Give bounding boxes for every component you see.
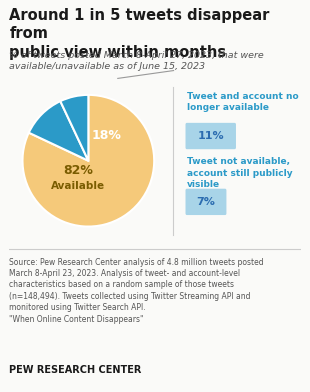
Text: Tweet and account no
longer available: Tweet and account no longer available (187, 92, 299, 112)
Text: Tweet not available,
account still publicly
visible: Tweet not available, account still publi… (187, 158, 293, 189)
FancyBboxPatch shape (185, 189, 226, 215)
Wedge shape (29, 101, 88, 161)
Text: 18%: 18% (92, 129, 122, 142)
Text: % of tweets posted March 8-April 27, 2023, that were
available/unavailable as of: % of tweets posted March 8-April 27, 202… (9, 51, 264, 71)
FancyBboxPatch shape (185, 123, 236, 149)
Text: 82%: 82% (64, 164, 93, 177)
Text: PEW RESEARCH CENTER: PEW RESEARCH CENTER (9, 365, 142, 376)
Text: Around 1 in 5 tweets disappear from
public view within months: Around 1 in 5 tweets disappear from publ… (9, 8, 270, 60)
Text: 11%: 11% (197, 131, 224, 141)
Wedge shape (60, 95, 88, 161)
Text: Source: Pew Research Center analysis of 4.8 million tweets posted
March 8-April : Source: Pew Research Center analysis of … (9, 258, 264, 324)
Text: Available: Available (51, 181, 105, 191)
Wedge shape (23, 95, 154, 227)
Text: 7%: 7% (197, 197, 215, 207)
